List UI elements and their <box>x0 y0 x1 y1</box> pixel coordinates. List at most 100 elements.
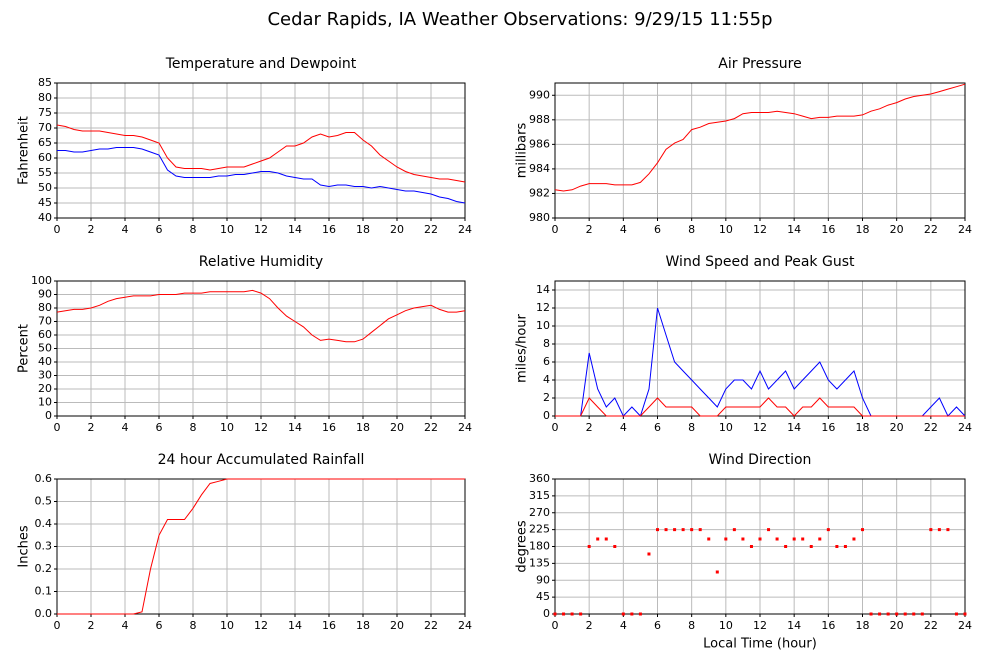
x-tick-label: 12 <box>254 619 268 632</box>
x-axis-label: Local Time (hour) <box>703 637 817 652</box>
y-tick-label: 20 <box>38 382 52 395</box>
data-point <box>690 528 694 532</box>
data-point <box>903 612 907 616</box>
x-tick-label: 2 <box>88 223 95 236</box>
x-tick-label: 10 <box>719 223 733 236</box>
y-tick-label: 12 <box>536 301 550 314</box>
x-tick-label: 6 <box>654 421 661 434</box>
x-tick-label: 18 <box>356 619 370 632</box>
y-axis-label: Percent <box>17 324 32 373</box>
y-tick-label: 10 <box>38 396 52 409</box>
data-line <box>555 397 965 417</box>
y-tick-label: 990 <box>529 88 550 101</box>
data-point <box>562 612 566 616</box>
data-point <box>741 537 745 541</box>
data-point <box>792 537 796 541</box>
y-tick-label: 0 <box>45 409 52 422</box>
x-tick-label: 16 <box>322 421 336 434</box>
y-tick-label: 90 <box>38 288 52 301</box>
x-tick-label: 24 <box>458 421 472 434</box>
y-tick-label: 70 <box>38 315 52 328</box>
y-tick-label: 50 <box>38 181 52 194</box>
data-line <box>554 83 966 192</box>
x-tick-label: 0 <box>54 619 61 632</box>
data-point <box>587 545 591 548</box>
y-tick-label: 50 <box>38 342 52 355</box>
x-tick-label: 2 <box>88 421 95 434</box>
data-point <box>673 528 677 532</box>
data-point <box>715 570 719 574</box>
y-tick-label: 315 <box>529 489 550 502</box>
x-tick-label: 18 <box>356 223 370 236</box>
x-tick-label: 22 <box>924 619 938 632</box>
y-tick-label: 270 <box>529 506 550 519</box>
y-tick-label: 2 <box>543 391 550 404</box>
y-tick-label: 40 <box>38 355 52 368</box>
data-line <box>56 289 466 343</box>
x-tick-label: 18 <box>856 421 870 434</box>
x-tick-label: 24 <box>958 223 972 236</box>
data-point <box>553 612 557 616</box>
data-point <box>664 528 668 532</box>
x-tick-label: 14 <box>288 619 302 632</box>
x-tick-label: 10 <box>220 421 234 434</box>
x-tick-label: 10 <box>719 619 733 632</box>
y-axis-label: Inches <box>17 525 32 567</box>
y-tick-label: 986 <box>529 137 550 150</box>
data-point <box>826 528 830 532</box>
data-point <box>775 537 779 541</box>
x-tick-label: 20 <box>890 619 904 632</box>
data-point <box>732 528 736 532</box>
x-tick-label: 20 <box>890 421 904 434</box>
data-line <box>57 147 466 204</box>
data-point <box>920 612 924 616</box>
y-axis-label: Fahrenheit <box>17 116 32 185</box>
y-tick-label: 0.4 <box>35 517 53 530</box>
x-tick-label: 14 <box>288 421 302 434</box>
x-tick-label: 14 <box>288 223 302 236</box>
chart-title: Temperature and Dewpoint <box>165 56 357 72</box>
y-tick-label: 0 <box>543 607 550 620</box>
x-tick-label: 20 <box>390 619 404 632</box>
x-tick-label: 12 <box>753 223 767 236</box>
x-tick-label: 8 <box>688 619 695 632</box>
data-point <box>630 612 634 616</box>
x-tick-label: 18 <box>356 421 370 434</box>
x-tick-label: 8 <box>190 223 197 236</box>
x-tick-label: 0 <box>552 223 559 236</box>
data-point <box>596 537 600 541</box>
data-point <box>638 612 642 616</box>
data-point <box>604 537 608 541</box>
data-point <box>724 537 728 541</box>
x-tick-label: 0 <box>54 223 61 236</box>
x-tick-label: 12 <box>753 421 767 434</box>
data-point <box>749 545 753 548</box>
x-tick-label: 4 <box>620 421 627 434</box>
data-point <box>929 528 933 532</box>
data-point <box>861 528 864 532</box>
y-tick-label: 70 <box>38 121 52 134</box>
x-tick-label: 24 <box>458 619 472 632</box>
y-tick-label: 0.5 <box>35 495 53 508</box>
x-tick-label: 22 <box>424 619 438 632</box>
data-point <box>937 528 941 532</box>
y-tick-label: 45 <box>38 196 52 209</box>
y-tick-label: 0.2 <box>35 562 53 575</box>
data-point <box>946 528 950 532</box>
x-tick-label: 6 <box>156 223 163 236</box>
y-tick-label: 0.6 <box>35 472 53 485</box>
x-tick-label: 16 <box>821 619 835 632</box>
y-tick-label: 10 <box>536 319 550 332</box>
y-tick-label: 45 <box>536 590 550 603</box>
data-line <box>57 478 465 615</box>
y-tick-label: 988 <box>529 113 550 126</box>
x-tick-label: 4 <box>122 421 129 434</box>
data-point <box>895 612 899 616</box>
x-tick-label: 24 <box>958 421 972 434</box>
data-point <box>869 612 873 616</box>
data-point <box>579 612 583 616</box>
x-tick-label: 6 <box>156 421 163 434</box>
y-tick-label: 100 <box>31 274 52 287</box>
x-tick-label: 0 <box>552 619 559 632</box>
y-tick-label: 984 <box>529 162 550 175</box>
